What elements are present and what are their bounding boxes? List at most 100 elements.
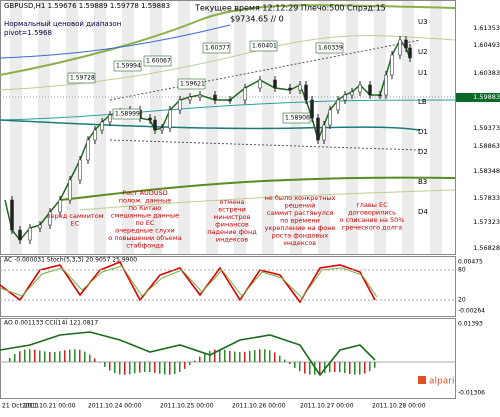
price-label-box: [282, 112, 311, 124]
annotation: главы ЕС: [356, 201, 388, 209]
ao-bar: [329, 362, 331, 373]
annotation: индексов: [216, 236, 248, 244]
annotation: ЕС: [71, 220, 80, 228]
price-highlight: [456, 93, 500, 102]
ao-bar: [199, 356, 201, 362]
ao-bar: [164, 362, 166, 375]
candle: [328, 109, 332, 126]
candle: [322, 124, 326, 141]
candle: [408, 47, 412, 59]
ao-bar: [114, 362, 116, 374]
candle: [160, 127, 164, 131]
lower-band2: [79, 189, 456, 211]
annotation: по Китаю: [129, 204, 162, 212]
candle: [108, 114, 112, 123]
ao-bar: [189, 362, 191, 365]
ao-bar: [109, 362, 111, 371]
ao-bar: [24, 349, 26, 362]
time-tick: 2011.10.28 00:00: [372, 403, 426, 410]
ao-bar: [299, 362, 301, 372]
price-label: 1.59728: [70, 75, 95, 82]
candle: [228, 99, 232, 102]
stripe: [10, 1, 22, 254]
ao-bar: [134, 362, 136, 374]
price-tick: 1.58348: [473, 167, 500, 175]
candle: [243, 87, 247, 101]
candle: [343, 94, 347, 101]
ao-bar: [369, 362, 371, 372]
price-label-box: [67, 72, 96, 84]
candle: [304, 84, 308, 101]
candle: [68, 179, 72, 201]
price-tick: 1.57323: [473, 218, 500, 226]
annotation: по времени: [280, 217, 320, 225]
stripe: [234, 1, 246, 254]
ao-bar: [334, 362, 336, 373]
ao-bar: [49, 351, 51, 362]
ao-bar: [279, 355, 281, 362]
candle: [148, 117, 152, 121]
ao-bar: [69, 349, 71, 362]
annotation: очередные слухи: [115, 227, 175, 235]
status: Текущее время 12:12:29 Плечо:500 Спрэд:1…: [194, 4, 386, 13]
annotation: решений: [285, 202, 316, 210]
trend-up: [109, 39, 421, 101]
level-label: LB: [418, 98, 427, 106]
price-label: 1.58906: [285, 115, 310, 122]
candle: [78, 159, 82, 181]
ao-bar: [209, 350, 211, 362]
panel1-axis: 80: [458, 267, 466, 274]
stripe: [402, 1, 414, 254]
ao-bar: [44, 351, 46, 362]
ao-bar: [59, 351, 61, 362]
panel1-axis: 0.00475: [458, 259, 483, 266]
candle: [188, 96, 192, 101]
annotation: о повышении объема: [108, 234, 181, 242]
ao-bar: [274, 352, 276, 362]
price-label: 1.59621: [180, 81, 205, 88]
price-tick: 1.57833: [473, 194, 500, 202]
time-tick: 2011.10.27 00:00: [300, 403, 354, 410]
time-tick: 2011.10.21 00:00: [22, 403, 76, 410]
stoch-signal: [0, 265, 378, 299]
ao-bar: [124, 362, 126, 375]
ao-bar: [184, 362, 186, 369]
annotation: падение фонд: [207, 228, 257, 236]
price-label: 1.60067: [146, 58, 171, 65]
ao-bar: [244, 351, 246, 362]
ao-bar: [174, 362, 176, 374]
candle: [100, 121, 104, 131]
ao-bar: [249, 351, 251, 362]
ao-bar: [264, 349, 266, 362]
ao-bar: [104, 362, 106, 367]
ao-bar: [319, 362, 321, 374]
price-tick: 1.60383: [473, 69, 500, 77]
ao-bar: [269, 350, 271, 362]
candle: [390, 54, 394, 76]
lower-band: [59, 176, 456, 201]
price-label-box: [113, 60, 142, 72]
price-line: [4, 38, 411, 242]
candle: [336, 99, 340, 111]
ao-bar: [39, 350, 41, 362]
candle: [168, 109, 172, 129]
ao-bar: [354, 362, 356, 375]
ao-bar: [89, 354, 91, 362]
panel2-title: AO 0.001133 CCI(14) 121.0817: [4, 320, 98, 327]
ao-bar: [99, 362, 101, 363]
levels: U3 U2 U1 LB D1 D2 B3 D4: [418, 18, 428, 216]
candle: [10, 199, 14, 231]
ao-bar: [224, 349, 226, 362]
panel1-axis: 20: [458, 297, 466, 304]
annotation: о списание на 50%: [340, 216, 405, 224]
price-label: 1.60401: [252, 43, 277, 50]
ao-bar: [374, 362, 376, 368]
ao-bar: [204, 353, 206, 362]
time-tick: 2011.10.26 00:00: [232, 403, 286, 410]
price-tick: 1.58863: [473, 142, 500, 150]
annotation: финансов: [215, 221, 249, 229]
level-label: D1: [418, 128, 428, 136]
